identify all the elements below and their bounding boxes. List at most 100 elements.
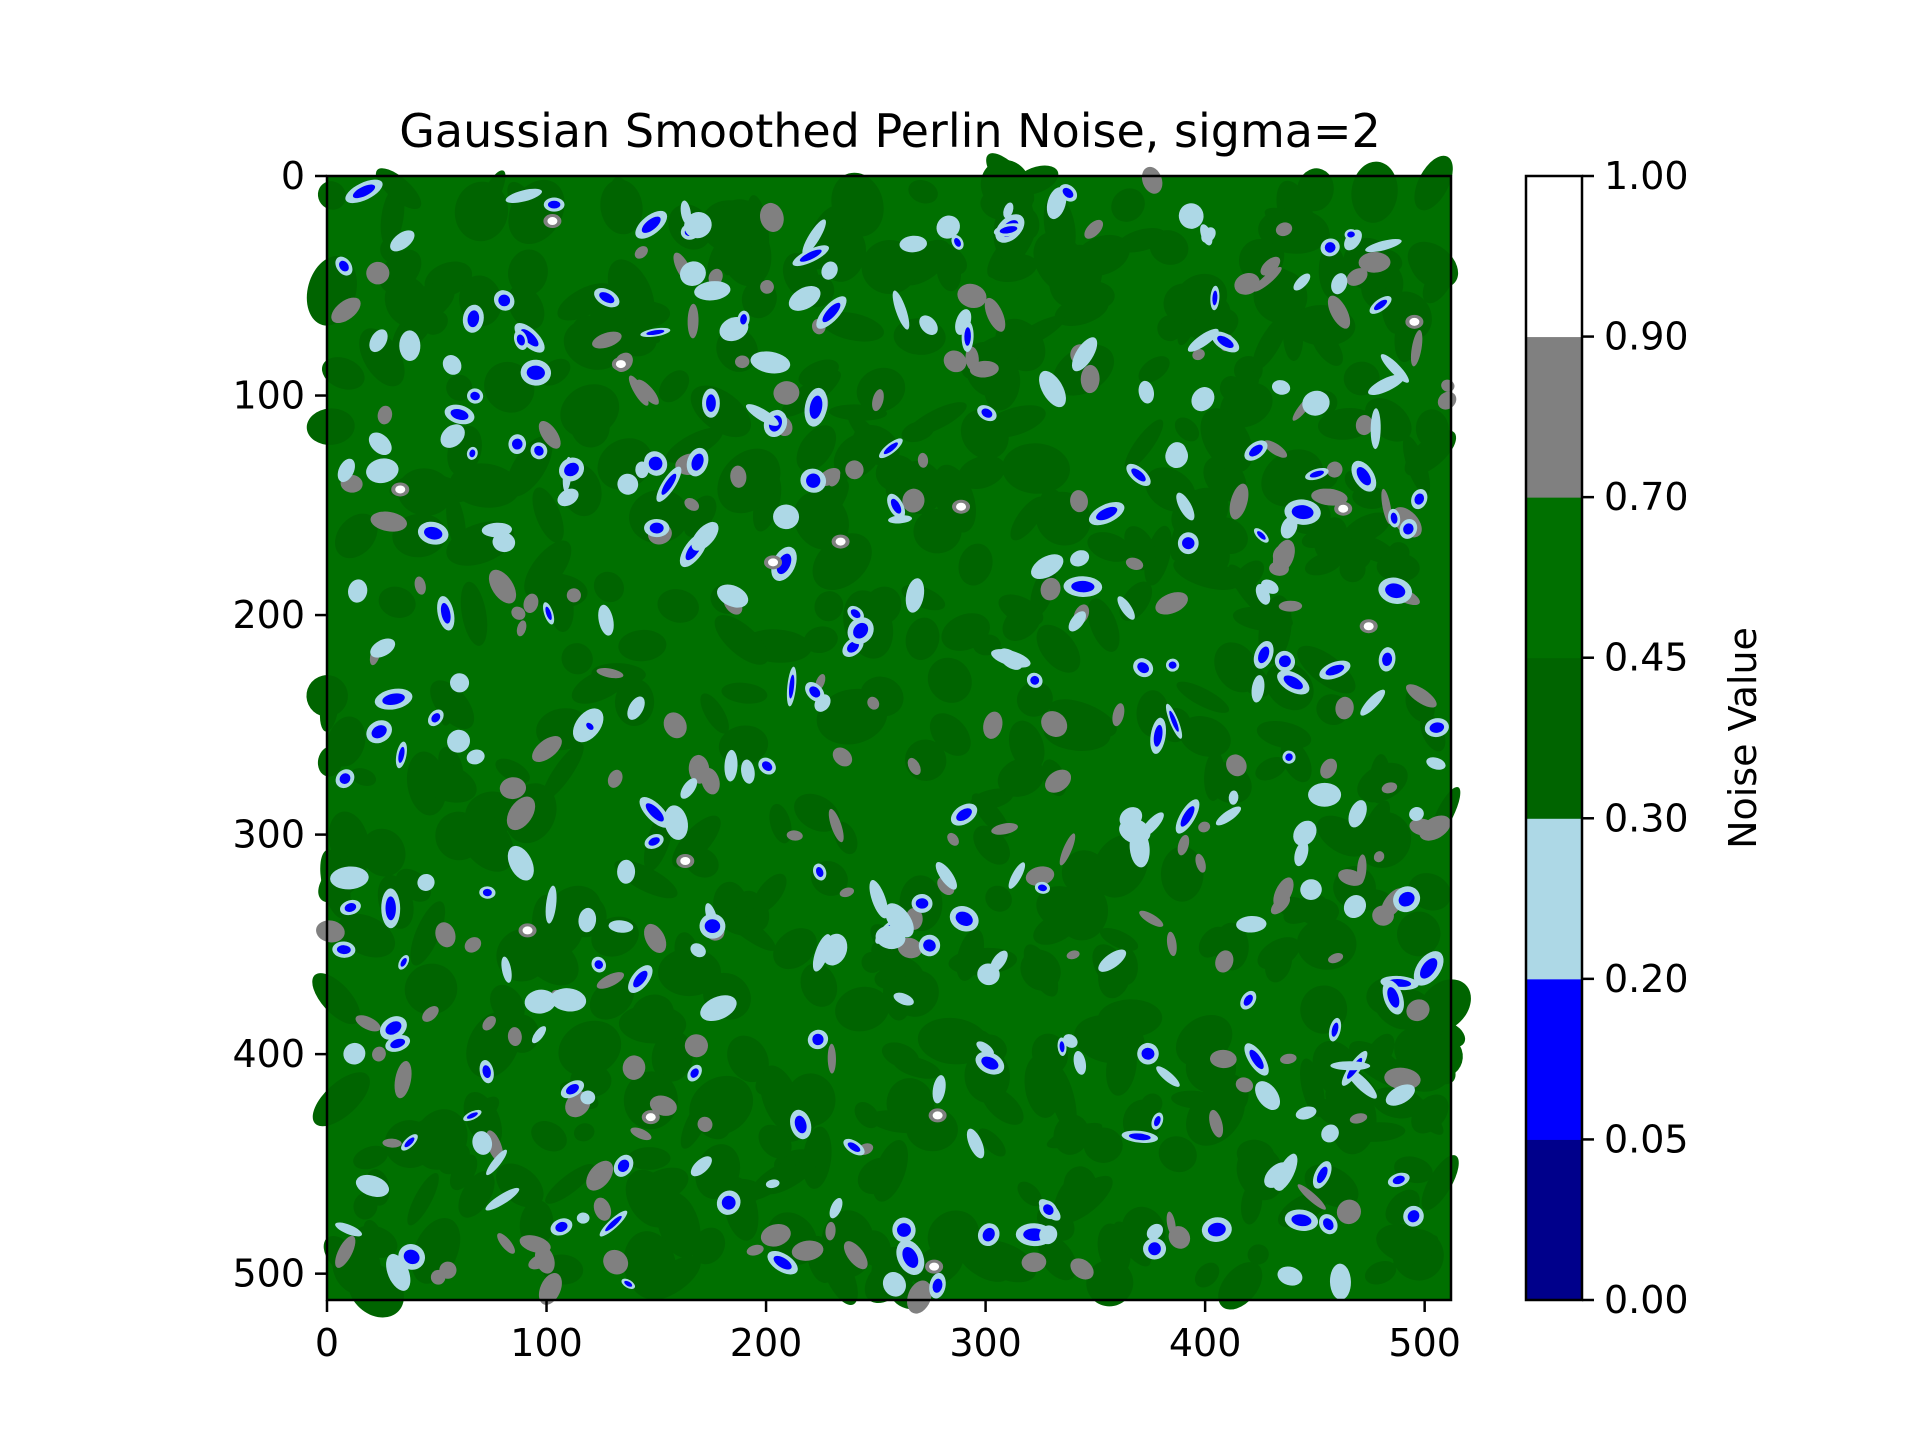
light-blue-region — [550, 988, 587, 1012]
grey-region — [523, 593, 539, 613]
blue-region — [1278, 655, 1291, 668]
grey-region — [532, 736, 562, 762]
grey-region — [1155, 592, 1188, 615]
grey-region — [969, 360, 999, 378]
grey-region — [507, 1027, 522, 1047]
grey-region — [845, 460, 864, 480]
grey-region — [1358, 252, 1391, 273]
light-blue-region — [486, 1149, 507, 1176]
blue-region — [633, 970, 648, 988]
white-region — [1363, 622, 1374, 631]
dark-green-region — [449, 463, 520, 508]
light-blue-region — [802, 219, 826, 255]
dark-green-region — [1376, 552, 1420, 582]
blue-region — [385, 896, 396, 921]
blue-region — [1256, 531, 1266, 540]
blue-region — [955, 911, 973, 926]
grey-region — [1335, 696, 1354, 720]
blue-region — [352, 184, 376, 199]
light-blue-region — [1071, 337, 1098, 372]
grey-region — [684, 497, 700, 511]
blue-region — [999, 226, 1018, 234]
grey-region — [1373, 851, 1385, 863]
dark-green-region — [872, 1140, 908, 1202]
grey-region — [1045, 769, 1072, 793]
dark-green-region — [321, 357, 365, 390]
blue-region — [954, 238, 961, 247]
blue-region — [466, 1112, 478, 1119]
grey-region — [1021, 1252, 1047, 1273]
dark-green-region — [717, 905, 776, 951]
grey-region — [538, 420, 561, 449]
dark-green-region — [1017, 1181, 1042, 1207]
colorbar-label: Noise Value — [1721, 627, 1765, 849]
dark-green-region — [625, 1169, 675, 1228]
light-blue-region — [1343, 895, 1367, 919]
light-blue-region — [821, 933, 848, 966]
x-tick-label: 0 — [315, 1321, 339, 1365]
blue-region — [516, 334, 525, 346]
dark-green-region — [1364, 1033, 1395, 1074]
dark-green-region — [490, 984, 525, 1025]
grey-region — [1041, 711, 1068, 737]
blue-region — [964, 327, 971, 346]
grey-region — [947, 832, 959, 846]
grey-region — [335, 1235, 356, 1268]
grey-region — [1326, 461, 1343, 478]
grey-region — [628, 375, 649, 406]
light-blue-region — [1293, 820, 1317, 846]
light-blue-region — [1236, 915, 1267, 933]
dark-green-region — [1138, 356, 1170, 383]
blue-region — [645, 803, 664, 822]
blue-region — [1407, 1210, 1420, 1223]
white-region — [395, 485, 406, 494]
white-region — [547, 217, 558, 226]
blue-region — [1182, 537, 1195, 550]
dark-green-region — [545, 1163, 595, 1204]
dark-green-region — [1020, 949, 1061, 991]
blue-region — [1137, 662, 1150, 674]
blue-region — [847, 1142, 861, 1152]
white-region — [1338, 504, 1349, 513]
grey-region — [1066, 950, 1080, 960]
grey-region — [1198, 821, 1211, 833]
light-blue-region — [1178, 203, 1204, 229]
dark-green-region — [821, 311, 884, 342]
blue-region — [467, 310, 480, 328]
grey-region — [634, 246, 648, 259]
blue-region — [1323, 1218, 1334, 1231]
grey-region — [636, 379, 659, 405]
light-blue-region — [330, 866, 369, 890]
light-blue-region — [370, 638, 396, 658]
grey-region — [511, 606, 526, 620]
dark-green-region — [1255, 757, 1287, 781]
blue-region — [1062, 187, 1074, 198]
blue-region — [1285, 753, 1293, 761]
blue-region — [545, 606, 552, 621]
blue-region — [450, 408, 469, 420]
dark-green-region — [908, 180, 938, 204]
light-blue-region — [1348, 800, 1367, 828]
grey-region — [1372, 905, 1394, 926]
dark-green-region — [1124, 419, 1164, 470]
dark-green-region — [972, 1240, 1037, 1283]
dark-green-region — [917, 1017, 989, 1065]
dark-green-region — [978, 1128, 1006, 1157]
dark-green-region — [1036, 886, 1091, 931]
dark-green-region — [1299, 1058, 1325, 1117]
grey-region — [1346, 268, 1368, 286]
light-blue-region — [1329, 1263, 1351, 1300]
colorbar-band — [1526, 978, 1582, 1140]
colorbar-tick-label: 0.90 — [1604, 315, 1689, 359]
blue-region — [799, 249, 822, 262]
grey-region — [828, 808, 844, 843]
grey-region — [1226, 754, 1247, 777]
light-blue-region — [679, 261, 706, 286]
grey-region — [394, 1060, 412, 1099]
dark-green-region — [1376, 1223, 1434, 1264]
grey-region — [566, 588, 581, 603]
light-blue-region — [368, 432, 392, 456]
dark-green-region — [1008, 720, 1045, 771]
light-blue-region — [745, 404, 779, 426]
